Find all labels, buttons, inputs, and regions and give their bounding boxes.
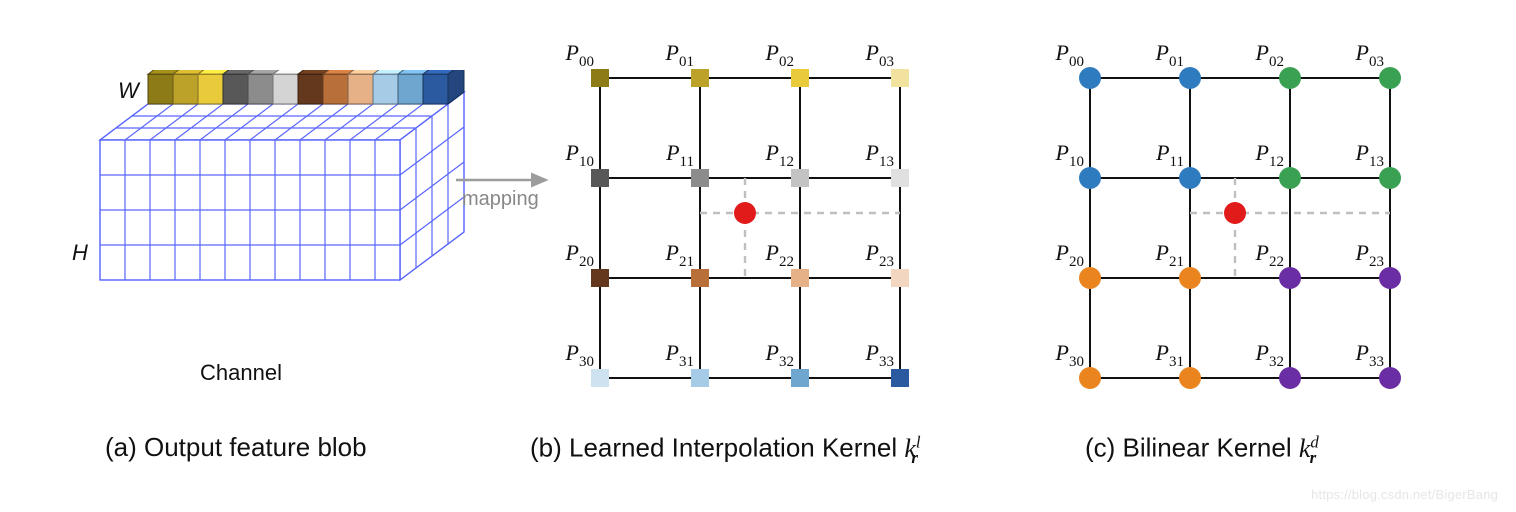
node-label: P21 xyxy=(1155,240,1184,270)
node-label: P31 xyxy=(1155,340,1184,370)
kernel-node xyxy=(1179,167,1201,189)
panel-b-caption: (b) Learned Interpolation Kernel klr xyxy=(530,432,918,468)
kernel-node xyxy=(1279,67,1301,89)
kernel-node xyxy=(791,169,809,187)
node-label: P33 xyxy=(865,340,894,370)
node-label: P13 xyxy=(1355,140,1384,170)
kernel-node xyxy=(1179,267,1201,289)
feature-blob xyxy=(60,70,480,390)
node-label: P11 xyxy=(665,140,694,170)
node-label: P10 xyxy=(1055,140,1084,170)
kernel-node xyxy=(1079,267,1101,289)
node-label: P13 xyxy=(865,140,894,170)
kernel-node xyxy=(1279,167,1301,189)
kernel-node xyxy=(591,69,609,87)
node-label: P20 xyxy=(565,240,594,270)
kernel-node xyxy=(891,369,909,387)
node-label: P23 xyxy=(1355,240,1384,270)
kernel-node xyxy=(1379,367,1401,389)
kernel-node xyxy=(791,269,809,287)
node-label: P30 xyxy=(565,340,594,370)
node-label: P01 xyxy=(1155,40,1184,70)
kernel-node xyxy=(891,169,909,187)
kernel-node xyxy=(891,269,909,287)
kernel-node xyxy=(791,69,809,87)
node-label: P03 xyxy=(1355,40,1384,70)
kernel-node xyxy=(891,69,909,87)
kernel-node xyxy=(591,369,609,387)
panel-c-caption: (c) Bilinear Kernel kdr xyxy=(1085,432,1316,468)
kernel-node xyxy=(691,169,709,187)
kernel-node xyxy=(1379,67,1401,89)
node-label: P33 xyxy=(1355,340,1384,370)
kernel-node xyxy=(1279,367,1301,389)
axis-w-label: W xyxy=(118,78,139,104)
kernel-node xyxy=(1079,167,1101,189)
node-label: P03 xyxy=(865,40,894,70)
mapping-label: mapping xyxy=(462,188,539,211)
learned-kernel-grid: P00 P01 P02 P03 P10 P11 P12 P13 P20 P21 P22 P23 P30 P… xyxy=(560,30,980,430)
kernel-node xyxy=(1279,267,1301,289)
node-label: P21 xyxy=(665,240,694,270)
node-label: P32 xyxy=(1255,340,1284,370)
node-label: P11 xyxy=(1155,140,1184,170)
node-label: P01 xyxy=(665,40,694,70)
kernel-node xyxy=(691,69,709,87)
kernel-node xyxy=(1379,167,1401,189)
node-label: P32 xyxy=(765,340,794,370)
kernel-node xyxy=(1379,267,1401,289)
node-label: P31 xyxy=(665,340,694,370)
watermark-text: https://blog.csdn.net/BigerBang xyxy=(1311,487,1498,502)
kernel-node xyxy=(591,269,609,287)
panel-a-caption: (a) Output feature blob xyxy=(105,432,367,463)
query-point xyxy=(734,202,756,224)
node-label: P00 xyxy=(1055,40,1084,70)
kernel-node xyxy=(691,269,709,287)
node-label: P30 xyxy=(1055,340,1084,370)
node-label: P20 xyxy=(1055,240,1084,270)
query-point xyxy=(1224,202,1246,224)
node-label: P12 xyxy=(1255,140,1284,170)
kernel-node xyxy=(1079,367,1101,389)
kernel-node xyxy=(691,369,709,387)
feature-prisms xyxy=(148,70,464,104)
cube-front-face xyxy=(100,140,400,280)
axis-channel-label: Channel xyxy=(200,360,282,386)
axis-h-label: H xyxy=(72,240,88,266)
node-label: P02 xyxy=(765,40,794,70)
node-label: P00 xyxy=(565,40,594,70)
kernel-node xyxy=(1079,67,1101,89)
node-label: P02 xyxy=(1255,40,1284,70)
node-label: P22 xyxy=(1255,240,1284,270)
kernel-node xyxy=(1179,67,1201,89)
node-label: P23 xyxy=(865,240,894,270)
node-label: P10 xyxy=(565,140,594,170)
figure-canvas: { "watermark": "https://blog.csdn.net/Bi… xyxy=(0,0,1516,512)
kernel-node xyxy=(591,169,609,187)
kernel-node xyxy=(1179,367,1201,389)
kernel-node xyxy=(791,369,809,387)
node-label: P12 xyxy=(765,140,794,170)
node-label: P22 xyxy=(765,240,794,270)
bilinear-kernel-grid: P00 P01 P02 P03 P10 P11 P12 P13 P20 P21 P22 P23 P30 P… xyxy=(1050,30,1470,430)
